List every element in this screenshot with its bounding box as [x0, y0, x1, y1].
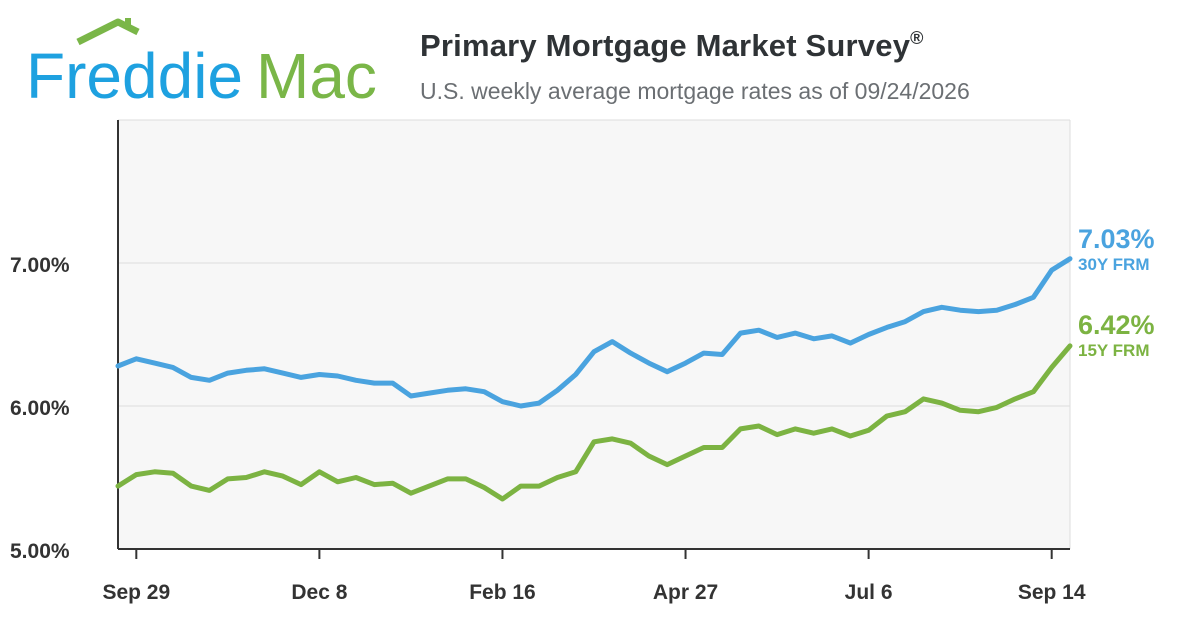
- series-line-15y-frm: [115, 343, 1073, 502]
- frm15-series-name: 15Y FRM: [1078, 341, 1150, 360]
- frm30-series-name: 30Y FRM: [1078, 255, 1150, 274]
- logo-text-mac: Mac: [256, 40, 377, 108]
- chart-title: Primary Mortgage Market Survey®: [420, 28, 924, 64]
- x-tick-label: Sep 14: [1018, 581, 1086, 604]
- x-tick-label: Jul 6: [845, 581, 893, 604]
- frm15-end-label: 6.42% 15Y FRM: [1078, 310, 1155, 361]
- y-tick-label: 5.00%: [10, 540, 70, 563]
- series-line-30y-frm: [115, 256, 1073, 409]
- registered-mark: ®: [910, 28, 924, 48]
- chart-title-text: Primary Mortgage Market Survey: [420, 28, 911, 63]
- logo-text-freddie: Freddie: [26, 40, 243, 108]
- house-roof-logo-icon: Freddie Mac: [26, 18, 377, 108]
- freddie-mac-logo: Freddie Mac: [26, 18, 386, 108]
- x-tick-label: Apr 27: [653, 581, 718, 604]
- frm30-end-label: 7.03% 30Y FRM: [1078, 224, 1155, 275]
- frm15-end-value: 6.42%: [1078, 310, 1155, 340]
- chart-subtitle: U.S. weekly average mortgage rates as of…: [420, 78, 970, 104]
- y-tick-label: 6.00%: [10, 397, 70, 420]
- x-tick-label: Feb 16: [469, 581, 536, 604]
- y-tick-label: 7.00%: [10, 254, 70, 277]
- x-tick-label: Sep 29: [102, 581, 170, 604]
- x-tick-label: Dec 8: [291, 581, 347, 604]
- frm30-end-value: 7.03%: [1078, 224, 1155, 254]
- plot-area: [118, 120, 1070, 549]
